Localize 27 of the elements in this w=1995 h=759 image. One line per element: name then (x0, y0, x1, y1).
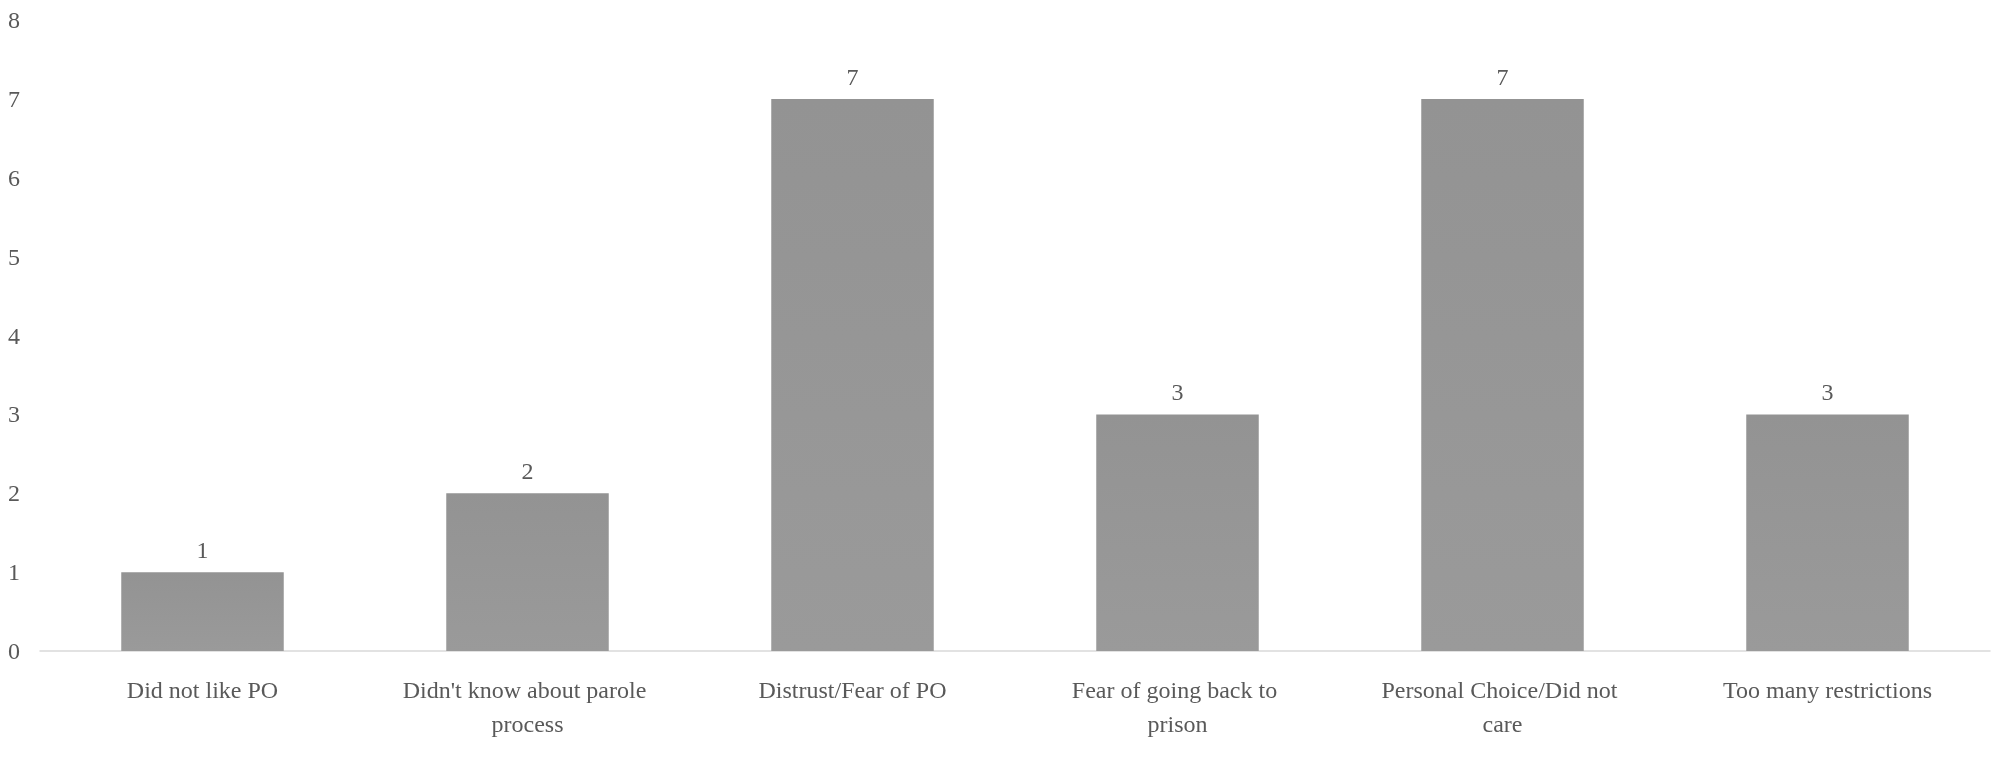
data-label: 3 (1171, 379, 1184, 406)
bar (771, 98, 934, 651)
bar (1746, 414, 1909, 651)
y-tick-label: 0 (8, 638, 20, 664)
bar (121, 572, 284, 651)
y-tick-label: 1 (8, 559, 20, 586)
x-tick-label: Did not like PO (126, 677, 279, 703)
y-tick-label: 6 (8, 164, 20, 191)
y-tick-label: 2 (8, 480, 20, 507)
x-tick-label: Didn't know about parole process (402, 677, 653, 737)
bar (1421, 98, 1584, 651)
bar (446, 493, 609, 651)
y-tick-label: 4 (8, 322, 20, 349)
x-tick-label: Too many restrictions (1723, 677, 1932, 703)
y-tick-label: 5 (8, 243, 20, 270)
x-tick-label: Distrust/Fear of PO (758, 677, 947, 703)
y-tick-label: 7 (8, 85, 20, 112)
data-label: 7 (846, 63, 859, 90)
y-tick-label: 3 (8, 401, 20, 428)
data-label: 7 (1496, 63, 1509, 90)
data-label: 3 (1821, 379, 1834, 406)
bar (1096, 414, 1259, 651)
x-tick-label: Fear of going back to prison (1071, 677, 1284, 737)
x-tick-label: Personal Choice/Did not care (1381, 677, 1624, 737)
data-label: 1 (196, 537, 209, 564)
data-label: 2 (521, 458, 534, 485)
y-tick-label: 8 (8, 7, 20, 33)
